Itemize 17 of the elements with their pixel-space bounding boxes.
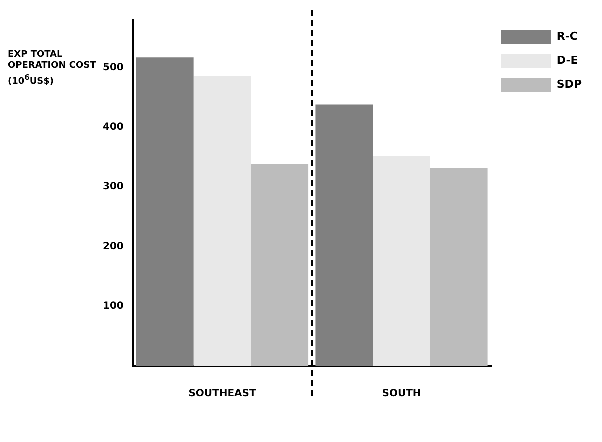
x-tick-label: SOUTH	[382, 388, 422, 400]
bar	[251, 164, 309, 366]
bar	[194, 76, 252, 366]
bar	[430, 168, 488, 366]
bar	[373, 156, 430, 366]
y-axis-title: EXP TOTAL OPERATION COST (10$^{6}$US$)	[8, 50, 96, 87]
y-tick-label: 500	[103, 62, 124, 74]
y-tick-label: 300	[103, 182, 124, 193]
y-tick-label: 400	[103, 122, 124, 133]
y-tick-label: 200	[103, 241, 124, 252]
x-tick-label: SOUTHEAST	[188, 388, 256, 400]
bar	[316, 104, 374, 366]
legend-label: D-E	[556, 54, 578, 67]
y-tick-label: 100	[103, 300, 124, 312]
legend-label: R-C	[556, 30, 578, 43]
legend-label: SDP	[556, 78, 582, 91]
bar	[136, 58, 194, 366]
